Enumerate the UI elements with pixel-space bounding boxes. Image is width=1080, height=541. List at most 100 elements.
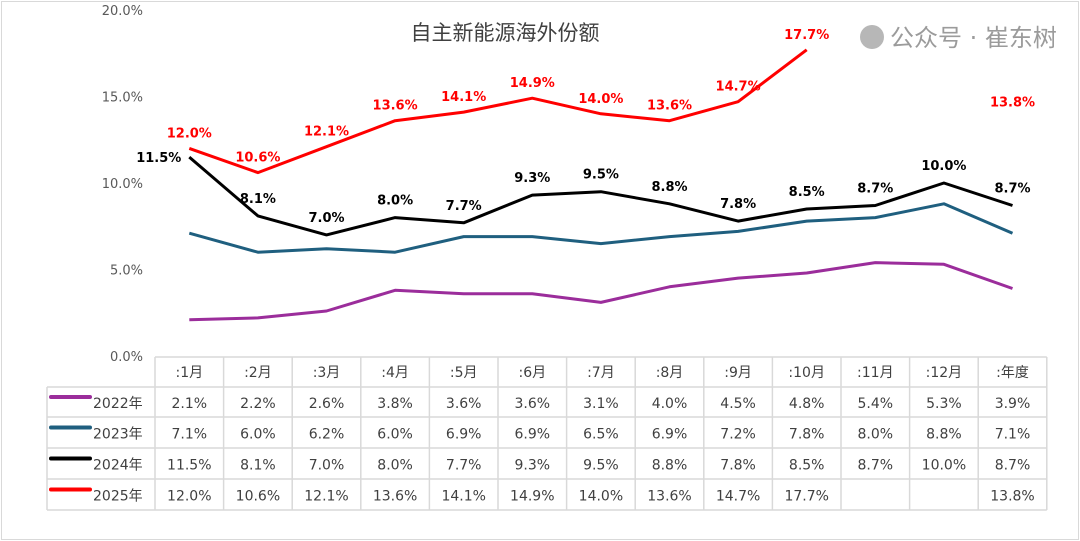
table-cell: 13.6% [647, 489, 691, 505]
data-label: 14.0% [578, 92, 623, 107]
table-cell: 5.4% [858, 396, 894, 412]
data-label: 8.7% [994, 181, 1030, 196]
category-label: :4月 [381, 365, 409, 381]
table-cell: 14.1% [441, 489, 485, 505]
table-cell: 6.0% [377, 427, 413, 443]
category-label: :5月 [450, 365, 478, 381]
table-cell: 10.6% [236, 489, 280, 505]
category-label: :年度 [996, 365, 1029, 381]
table-cell: 8.1% [240, 458, 276, 474]
table-cell: 3.8% [377, 396, 413, 412]
table-cell: 4.8% [789, 396, 825, 412]
y-tick-label: 10.0% [102, 177, 143, 192]
data-label: 17.7% [784, 28, 829, 43]
table-cell: 8.8% [926, 427, 962, 443]
table-cell: 14.0% [579, 489, 623, 505]
table-cell: 2.6% [309, 396, 345, 412]
table-cell: 8.0% [858, 427, 894, 443]
table-cell: 8.8% [652, 458, 688, 474]
y-tick-label: 20.0% [102, 4, 143, 19]
data-label: 14.7% [716, 80, 761, 95]
table-cell: 7.1% [172, 427, 208, 443]
table-cell: 17.7% [784, 489, 828, 505]
table-cell: 6.0% [240, 427, 276, 443]
category-label: :9月 [724, 365, 752, 381]
series-line-2022年 [189, 261, 1013, 322]
data-label: 11.5% [136, 151, 181, 166]
data-label: 7.0% [308, 211, 344, 226]
y-tick-label: 5.0% [110, 264, 143, 279]
category-label: :6月 [518, 365, 546, 381]
legend-label: 2025年 [93, 489, 143, 505]
table-cell: 5.3% [926, 396, 962, 412]
table-cell: 8.5% [789, 458, 825, 474]
category-label: :11月 [857, 365, 894, 381]
data-label: 8.0% [377, 194, 413, 209]
data-label: 14.1% [441, 90, 486, 105]
data-label: 9.5% [583, 168, 619, 183]
table-cell: 8.0% [377, 458, 413, 474]
table-cell: 3.9% [995, 396, 1031, 412]
chart-title: 自主新能源海外份额 [411, 21, 600, 45]
table-cell: 6.2% [309, 427, 345, 443]
table-cell: 3.6% [515, 396, 551, 412]
category-label: :2月 [244, 365, 272, 381]
data-label: 12.0% [167, 126, 212, 141]
data-label: 9.3% [514, 171, 550, 186]
category-label: :7月 [587, 365, 615, 381]
data-label: 8.8% [651, 180, 687, 195]
category-label: :12月 [926, 365, 963, 381]
data-label: 13.8% [990, 95, 1035, 110]
series-line-2025年 [188, 48, 808, 175]
data-label: 13.6% [647, 99, 692, 114]
table-cell: 14.7% [716, 489, 760, 505]
table-cell: 14.9% [510, 489, 554, 505]
table-cell: 3.6% [446, 396, 482, 412]
table-cell: 7.1% [995, 427, 1031, 443]
watermark-text: 公众号 · 崔东树 [890, 24, 1057, 52]
table-cell: 6.9% [515, 427, 551, 443]
data-label: 7.8% [720, 197, 756, 212]
wechat-icon [860, 25, 884, 49]
data-label: 8.7% [857, 181, 893, 196]
table-cell: 7.0% [309, 458, 345, 474]
category-label: :1月 [175, 365, 203, 381]
watermark: 公众号 · 崔东树 [860, 24, 1057, 52]
table-cell: 3.1% [583, 396, 619, 412]
table-cell: 12.0% [167, 489, 211, 505]
table-cell: 6.5% [583, 427, 619, 443]
data-label: 12.1% [304, 125, 349, 140]
table-cell: 10.0% [922, 458, 966, 474]
series-line-2023年 [188, 202, 1014, 254]
table-cell: 2.2% [240, 396, 276, 412]
table-cell: 8.7% [995, 458, 1031, 474]
data-label: 8.1% [240, 192, 276, 207]
table-cell: 9.5% [583, 458, 619, 474]
table-cell: 4.5% [720, 396, 756, 412]
table-cell: 7.8% [789, 427, 825, 443]
data-label: 13.6% [373, 99, 418, 114]
legend-label: 2024年 [93, 458, 143, 474]
table-cell: 6.9% [446, 427, 482, 443]
category-label: :10月 [788, 365, 825, 381]
data-label: 10.6% [235, 151, 280, 166]
category-label: :3月 [313, 365, 341, 381]
table-cell: 11.5% [167, 458, 211, 474]
table-cell: 7.7% [446, 458, 482, 474]
table-cell: 13.8% [990, 489, 1034, 505]
table-cell: 6.9% [652, 427, 688, 443]
table-cell: 7.2% [720, 427, 756, 443]
table-cell: 9.3% [515, 458, 551, 474]
series-line-2024年 [188, 155, 1013, 237]
legend-label: 2023年 [93, 427, 143, 443]
data-label: 10.0% [921, 159, 966, 174]
table-cell: 12.1% [304, 489, 348, 505]
table-cell: 2.1% [172, 396, 208, 412]
y-tick-label: 15.0% [102, 91, 143, 106]
data-label: 14.9% [510, 76, 555, 91]
table-cell: 7.8% [720, 458, 756, 474]
legend-label: 2022年 [93, 396, 143, 412]
